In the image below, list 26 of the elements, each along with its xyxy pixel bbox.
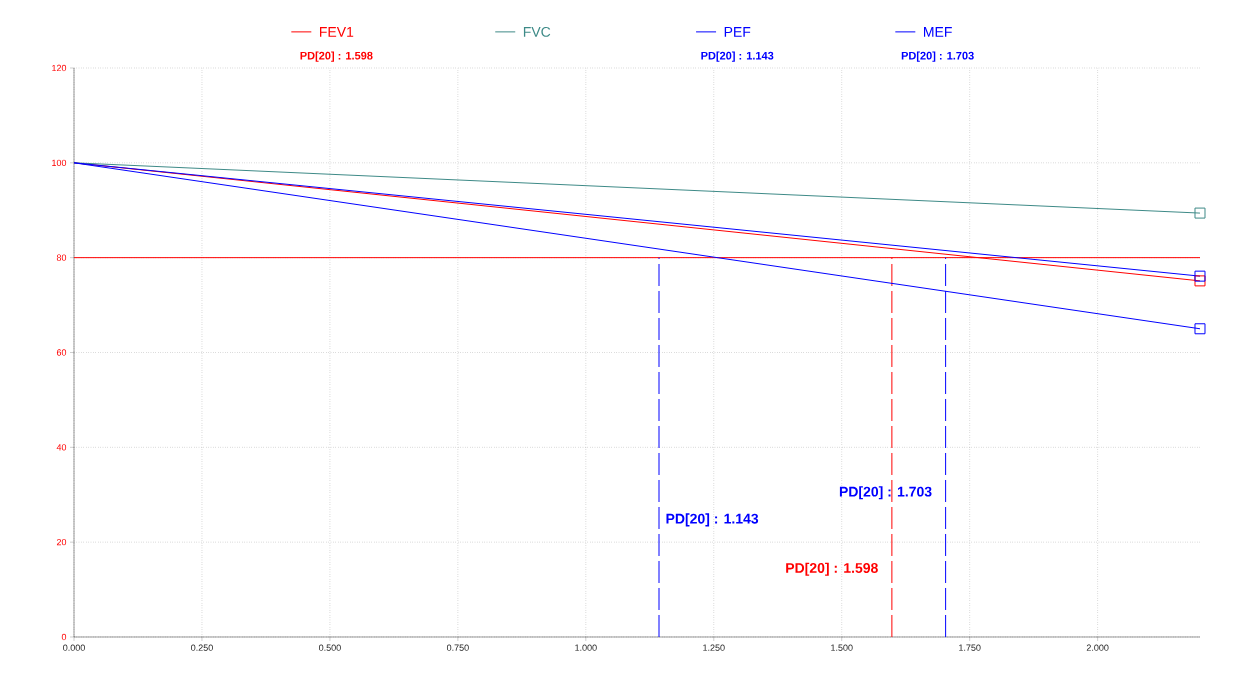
text: PD[20] : 1.703	[901, 51, 974, 62]
x-tick-label: 1.500	[831, 644, 853, 651]
y-tick-label: 100	[52, 159, 67, 167]
x-tick-label: 0.750	[446, 644, 469, 651]
text: PD[20] : 1.143	[701, 51, 774, 62]
annotation: PD[20] : 1.143	[666, 513, 759, 527]
annotation: PD[20] : 1.598	[786, 562, 878, 576]
x-tick-label: 0.500	[319, 644, 341, 651]
legend-label: FVC	[523, 26, 551, 37]
y-tick-label: 60	[56, 349, 67, 356]
legend-label: FEV1	[320, 27, 354, 37]
y-tick-label: 40	[56, 444, 67, 451]
y-tick-label: 120	[52, 64, 67, 72]
x-tick-label: 0.000	[63, 644, 85, 651]
x-tick-label: 1.000	[575, 644, 597, 651]
x-tick-label: 0.250	[191, 644, 213, 651]
text: PD[20] : 1.598	[300, 51, 373, 62]
y-tick-label: 80	[56, 254, 67, 261]
x-tick-label: 2.000	[1086, 644, 1109, 651]
annotation: PD[20] : 1.703	[839, 486, 932, 500]
legend-label: MEF	[924, 27, 952, 37]
y-tick-label: 20	[56, 538, 67, 546]
legend-label: PEF	[724, 27, 751, 37]
x-tick-label: 1.250	[703, 644, 725, 651]
x-tick-label: 1.750	[959, 644, 981, 651]
y-tick-label: 0	[61, 633, 67, 641]
